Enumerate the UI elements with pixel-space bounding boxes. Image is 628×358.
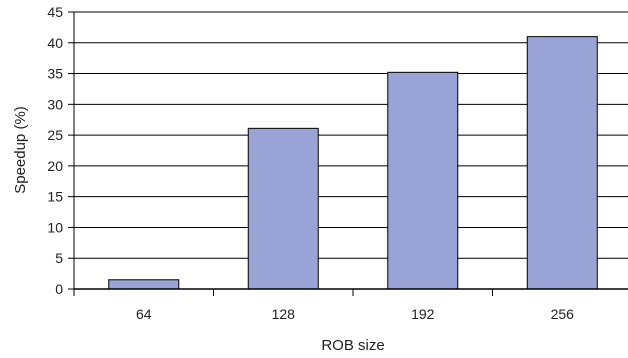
x-tick-label: 64 <box>136 306 152 322</box>
y-tick-label: 25 <box>47 127 63 143</box>
y-tick-label: 10 <box>47 219 63 235</box>
y-axis-title: Speedup (%) <box>12 106 29 194</box>
bars <box>108 36 598 290</box>
x-tick-label: 192 <box>411 306 435 322</box>
y-tick-label: 15 <box>47 189 63 205</box>
y-tick-label: 40 <box>47 35 63 51</box>
y-tick-label: 45 <box>47 4 63 20</box>
x-tick-label: 256 <box>551 306 575 322</box>
axes <box>68 11 628 296</box>
tick-labels: 0 5 10 15 20 25 30 35 40 45 64 128 192 256 <box>47 4 574 322</box>
x-axis-title: ROB size <box>321 337 384 354</box>
bar-256 <box>526 36 598 290</box>
y-tick-label: 20 <box>47 158 63 174</box>
y-tick-label: 5 <box>55 250 63 266</box>
y-tick-label: 0 <box>55 281 63 297</box>
y-tick-label: 30 <box>47 96 63 112</box>
bar-64 <box>108 279 180 290</box>
bar-128 <box>247 127 319 290</box>
gridlines <box>74 11 628 259</box>
bar-192 <box>387 71 459 290</box>
y-tick-label: 35 <box>47 66 63 82</box>
x-tick-label: 128 <box>272 306 296 322</box>
